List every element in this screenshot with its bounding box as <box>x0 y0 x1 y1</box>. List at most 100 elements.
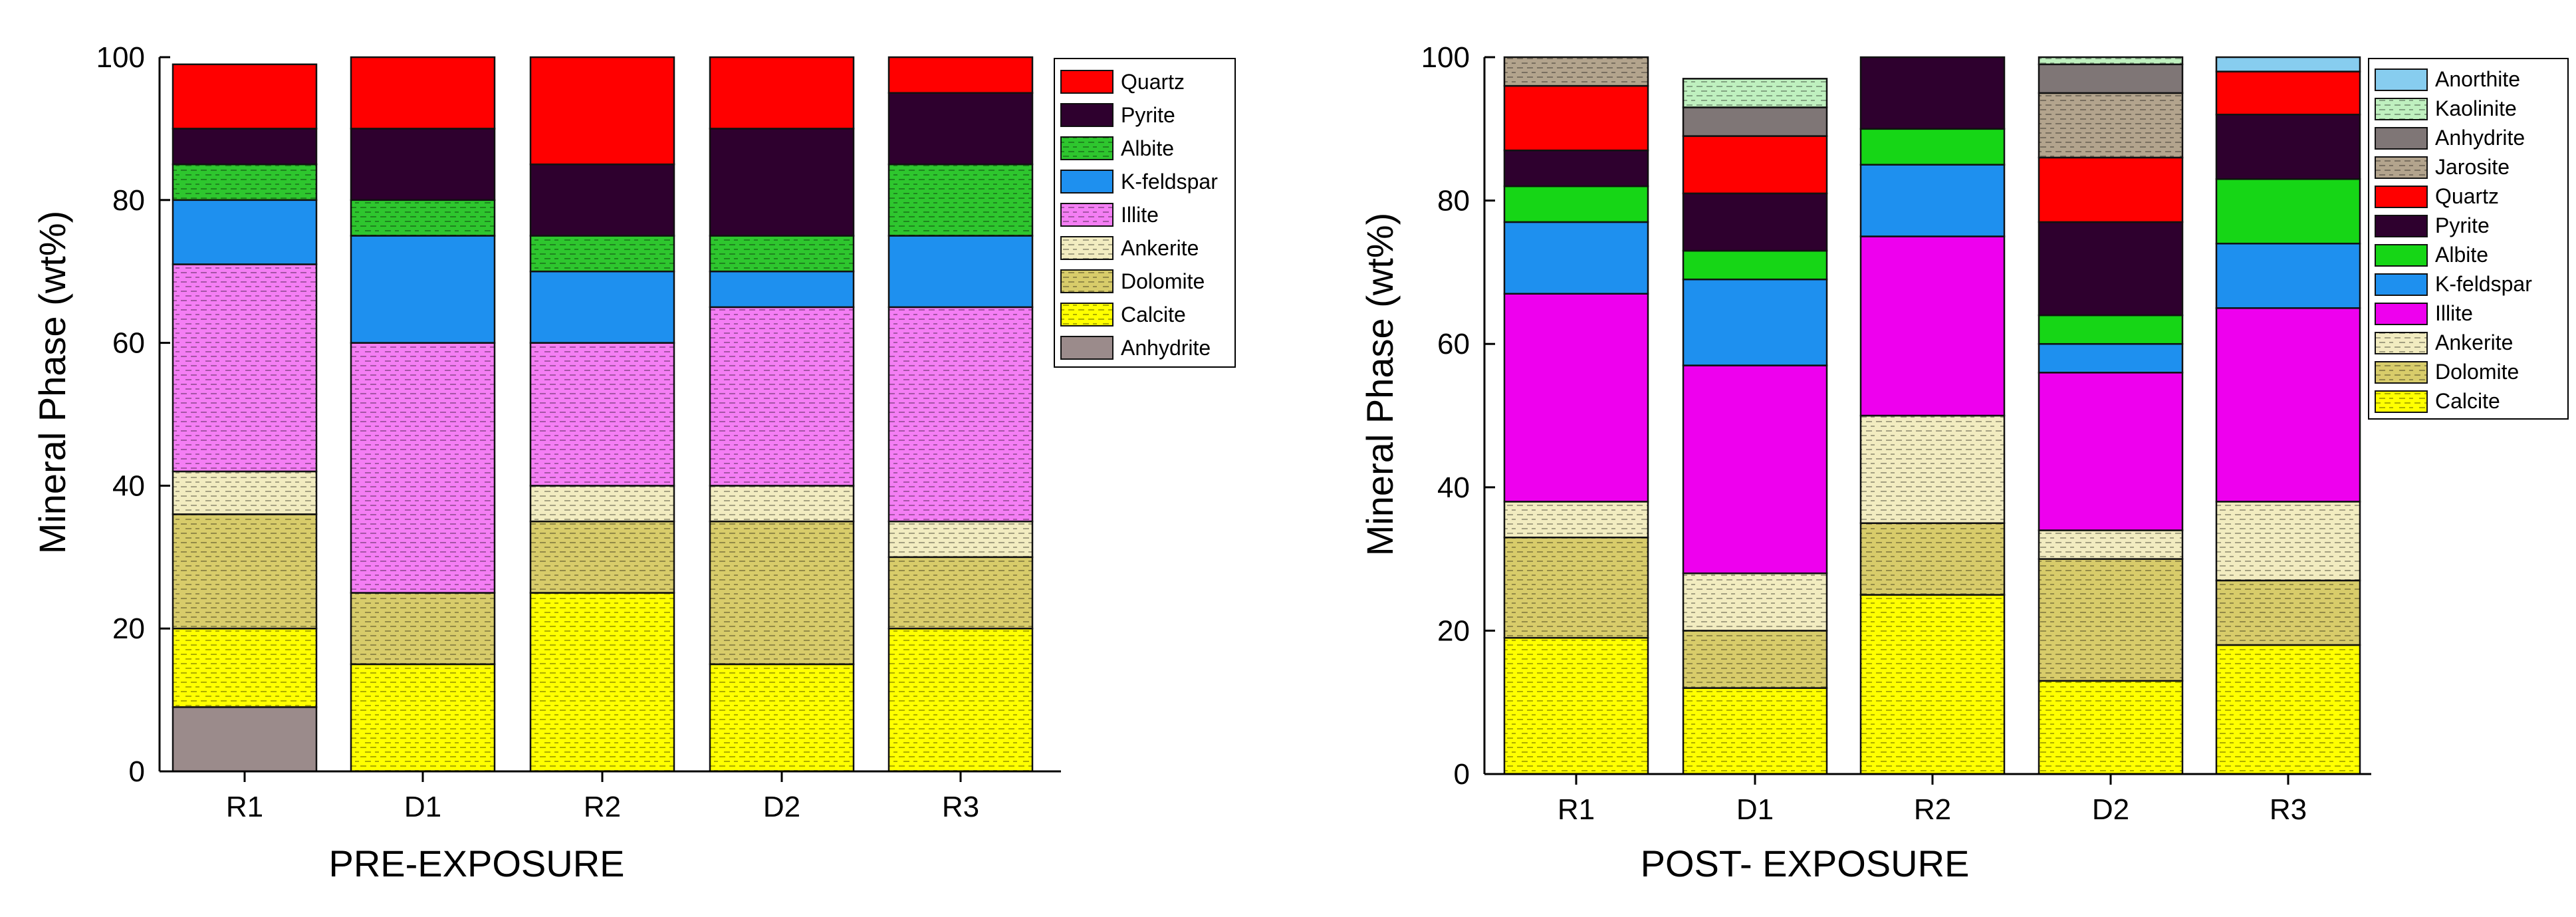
post-exposure-bar-r1-albite <box>1503 185 1649 223</box>
post-exposure-bar-d2-dolomite <box>2038 558 2184 682</box>
post-exposure-bar-r1-pyrite <box>1503 149 1649 188</box>
pre-exposure-bar-r3-ankerite <box>887 520 1034 559</box>
post-exposure-x-axis-title: POST- EXPOSURE <box>1641 843 1970 884</box>
pre-exposure-legend-label-calcite: Calcite <box>1121 303 1186 327</box>
pre-exposure-bar-r1-anhydrite <box>172 706 318 773</box>
pre-exposure-bar-r3-illite <box>887 306 1034 523</box>
post-exposure-legend-label-pyrite: Pyrite <box>2435 213 2490 237</box>
pre-exposure-legend-label-dolomite: Dolomite <box>1121 269 1205 293</box>
post-exposure-bar-r2-calcite <box>1859 594 2006 775</box>
post-exposure-bar-r3-k-feldspar <box>2215 243 2361 309</box>
post-exposure-legend-swatch-quartz <box>2375 186 2428 208</box>
post-exposure-bar-d2-pyrite <box>2038 221 2184 317</box>
post-exposure-bar-r1-quartz <box>1503 84 1649 152</box>
pre-exposure-legend-label-pyrite: Pyrite <box>1121 103 1175 127</box>
pre-exposure-bar-r1-pyrite <box>172 128 318 166</box>
pre-exposure-bar-r1-illite <box>172 263 318 473</box>
post-exposure-bar-d1-k-feldspar <box>1682 278 1828 366</box>
pre-exposure-bar-r1-dolomite <box>172 513 318 630</box>
post-exposure-x-tick-label-r2: R2 <box>1914 793 1951 826</box>
post-exposure-bar-d2-jarosite <box>2038 92 2184 159</box>
post-exposure-y-tick-label-40: 40 <box>1437 471 1470 504</box>
pre-exposure-bar-r1-quartz <box>172 63 318 130</box>
pre-exposure-legend-label-k-feldspar: K-feldspar <box>1121 170 1218 194</box>
post-exposure-bar-r3-quartz <box>2215 70 2361 116</box>
post-exposure-bar-d1-albite <box>1682 249 1828 281</box>
post-exposure-chart: 0 20 40 60 80 100 R1 D1 R2 D2 R3 POST- EXPOSURE Mi… <box>1359 41 2569 884</box>
post-exposure-bars <box>1503 56 2361 775</box>
post-exposure-bar-r2-ankerite <box>1859 414 2006 524</box>
pre-exposure-y-tick-label-100: 100 <box>96 41 145 74</box>
pre-exposure-bar-r3-k-feldspar <box>887 235 1034 309</box>
pre-exposure-y-tick-label-20: 20 <box>112 612 145 645</box>
pre-exposure-y-axis-title: Mineral Phase (wt%) <box>31 211 73 555</box>
post-exposure-bar-r1-jarosite <box>1503 56 1649 87</box>
post-exposure-legend-swatch-texture-dolomite <box>2375 362 2427 383</box>
post-exposure-legend-label-quartz: Quartz <box>2435 184 2499 208</box>
post-exposure-legend-swatch-texture-jarosite <box>2375 157 2427 178</box>
pre-exposure-legend-label-quartz: Quartz <box>1121 70 1185 94</box>
post-exposure-bar-r3-pyrite <box>2215 113 2361 180</box>
post-exposure-legend-swatch-texture-ankerite <box>2375 332 2427 354</box>
post-exposure-bar-d1-dolomite <box>1682 630 1828 689</box>
post-exposure-axes: 0 20 40 60 80 100 R1 D1 R2 D2 R3 <box>1421 41 2371 826</box>
pre-exposure-bar-r3-quartz <box>887 56 1034 94</box>
pre-exposure-bar-r3-pyrite <box>887 92 1034 166</box>
pre-exposure-legend-swatch-pyrite <box>1060 103 1113 127</box>
post-exposure-legend-swatch-pyrite <box>2375 215 2428 237</box>
post-exposure-bar-r3-calcite <box>2215 644 2361 775</box>
pre-exposure-x-tick-label-d2: D2 <box>763 791 800 823</box>
pre-exposure-bar-d2-quartz <box>709 56 855 130</box>
pre-exposure-bar-d2-illite <box>709 306 855 487</box>
post-exposure-bar-d1-quartz <box>1682 135 1828 195</box>
pre-exposure-legend-swatch-texture-calcite <box>1061 303 1113 326</box>
pre-exposure-bar-r3-albite <box>887 163 1034 237</box>
pre-exposure-bar-r3-dolomite <box>887 556 1034 630</box>
pre-exposure-bar-r3-calcite <box>887 627 1034 773</box>
post-exposure-legend-label-albite: Albite <box>2435 243 2488 267</box>
post-exposure-bar-d2-calcite <box>2038 680 2184 775</box>
pre-exposure-legend: Quartz Pyrite Albite K-feldspar Illite Ankeri… <box>1054 58 1236 368</box>
post-exposure-bar-d2-kaolinite <box>2038 56 2184 66</box>
post-exposure-bar-d1-ankerite <box>1682 572 1828 632</box>
post-exposure-x-tick-label-r3: R3 <box>2270 793 2307 826</box>
post-exposure-x-tick-label-d2: D2 <box>2092 793 2129 826</box>
pre-exposure-y-tick-label-80: 80 <box>112 184 145 217</box>
post-exposure-legend-swatch-albite <box>2375 244 2428 267</box>
post-exposure-legend-label-illite: Illite <box>2435 301 2473 325</box>
post-exposure-y-tick-label-100: 100 <box>1421 41 1470 74</box>
post-exposure-bar-d1-illite <box>1682 364 1828 575</box>
pre-exposure-legend-swatch-texture-ankerite <box>1061 237 1113 259</box>
post-exposure-bar-r2-albite <box>1859 128 2006 166</box>
post-exposure-bar-r1-k-feldspar <box>1503 221 1649 295</box>
post-exposure-bar-r2-dolomite <box>1859 522 2006 596</box>
post-exposure-bar-r1-dolomite <box>1503 537 1649 639</box>
pre-exposure-bar-d2-dolomite <box>709 520 855 666</box>
post-exposure-y-axis-title: Mineral Phase (wt%) <box>1359 213 1401 557</box>
post-exposure-bar-d1-anhydrite <box>1682 106 1828 137</box>
post-exposure-bar-r2-pyrite <box>1859 56 2006 130</box>
post-exposure-legend-swatch-texture-kaolinite <box>2375 98 2427 120</box>
pre-exposure-legend-swatch-texture-dolomite <box>1061 270 1113 293</box>
pre-exposure-bar-r1-k-feldspar <box>172 199 318 265</box>
post-exposure-y-tick-label-0: 0 <box>1454 758 1470 791</box>
pre-exposure-bar-d2-ankerite <box>709 485 855 523</box>
pre-exposure-bar-d1-dolomite <box>350 592 496 666</box>
pre-exposure-legend-swatch-anhydrite <box>1060 336 1113 360</box>
post-exposure-bar-r3-albite <box>2215 178 2361 245</box>
pre-exposure-bar-d1-k-feldspar <box>350 235 496 344</box>
post-exposure-legend-label-ankerite: Ankerite <box>2435 330 2513 354</box>
post-exposure-y-tick-label-80: 80 <box>1437 185 1470 217</box>
post-exposure-legend-swatch-illite <box>2375 303 2428 325</box>
pre-exposure-bar-r2-dolomite <box>529 520 675 594</box>
post-exposure-bar-r1-calcite <box>1503 636 1649 775</box>
pre-exposure-bar-r2-pyrite <box>529 163 675 237</box>
pre-exposure-y-tick-label-0: 0 <box>129 755 145 788</box>
post-exposure-bar-d2-illite <box>2038 372 2184 531</box>
post-exposure-legend: Anorthite Kaolinite Anhydrite Jarosite Quart… <box>2368 58 2569 420</box>
pre-exposure-chart: 0 20 40 60 80 100 R1 D1 R2 D2 R3 PRE-EXPOSURE Mine… <box>31 41 1236 884</box>
post-exposure-y-tick-label-20: 20 <box>1437 614 1470 647</box>
pre-exposure-bar-r2-illite <box>529 342 675 487</box>
pre-exposure-legend-label-illite: Illite <box>1121 203 1159 227</box>
pre-exposure-bar-d2-k-feldspar <box>709 270 855 309</box>
